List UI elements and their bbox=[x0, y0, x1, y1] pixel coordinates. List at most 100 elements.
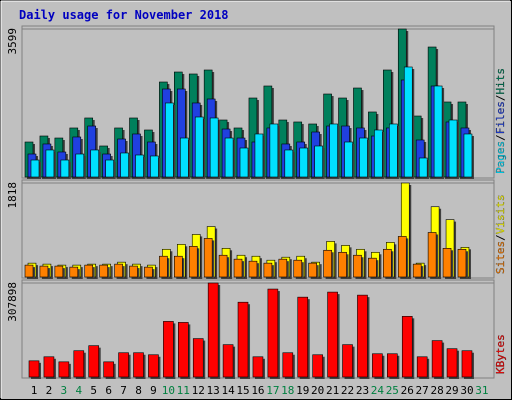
bar bbox=[54, 265, 64, 278]
bar bbox=[159, 255, 168, 278]
bar bbox=[105, 159, 114, 178]
bar bbox=[353, 254, 362, 278]
y-tick-label: 3599 bbox=[6, 28, 19, 55]
bar bbox=[372, 353, 383, 378]
x-tick-label: 16 bbox=[251, 384, 264, 397]
bar bbox=[135, 154, 144, 178]
bar bbox=[39, 265, 49, 278]
x-tick-label: 24 bbox=[371, 384, 385, 397]
bar bbox=[133, 352, 144, 378]
chart-title: Daily usage for November 2018 bbox=[19, 8, 229, 22]
x-tick-label: 13 bbox=[207, 384, 220, 397]
bar bbox=[448, 119, 458, 178]
bar bbox=[75, 153, 85, 178]
bar bbox=[389, 123, 398, 178]
bar bbox=[192, 338, 204, 378]
bar bbox=[90, 149, 100, 178]
bar bbox=[174, 255, 183, 278]
x-tick-label: 27 bbox=[416, 384, 429, 397]
bar bbox=[233, 258, 243, 278]
bar bbox=[99, 264, 108, 278]
bar bbox=[297, 296, 309, 378]
bar bbox=[463, 133, 473, 178]
legend-entry: Hits bbox=[494, 68, 507, 95]
legend: Sites/Visits bbox=[494, 195, 507, 275]
bar bbox=[323, 249, 332, 278]
bar bbox=[224, 137, 234, 178]
bar bbox=[427, 232, 437, 278]
bar bbox=[114, 263, 123, 278]
bar bbox=[433, 85, 443, 178]
x-tick-label: 6 bbox=[105, 384, 112, 397]
bar bbox=[293, 259, 303, 278]
bar bbox=[344, 141, 353, 178]
x-tick-label: 3 bbox=[61, 384, 68, 397]
bar bbox=[207, 282, 219, 378]
bar bbox=[383, 248, 392, 278]
bar bbox=[28, 360, 40, 378]
x-tick-label: 4 bbox=[75, 384, 82, 397]
legend: Pages/Files/Hits bbox=[494, 68, 507, 174]
bar bbox=[342, 344, 353, 378]
bar bbox=[284, 149, 294, 178]
x-tick-label: 19 bbox=[296, 384, 309, 397]
x-tick-label: 18 bbox=[281, 384, 294, 397]
x-tick-label: 20 bbox=[311, 384, 324, 397]
bar bbox=[254, 133, 264, 178]
x-tick-label: 25 bbox=[386, 384, 399, 397]
bar bbox=[150, 155, 159, 178]
bar bbox=[103, 361, 114, 378]
bar bbox=[387, 353, 398, 378]
bar bbox=[88, 345, 100, 378]
bar bbox=[129, 265, 138, 278]
bar bbox=[248, 260, 258, 278]
bar bbox=[442, 248, 452, 278]
x-tick-label: 29 bbox=[445, 384, 458, 397]
bar bbox=[457, 248, 467, 278]
bar bbox=[418, 157, 428, 178]
bar bbox=[45, 149, 55, 178]
bar bbox=[163, 321, 174, 378]
bar bbox=[327, 291, 338, 378]
bar bbox=[144, 266, 153, 278]
bar bbox=[58, 361, 70, 378]
bar bbox=[312, 354, 323, 378]
y-tick-label: 307898 bbox=[6, 282, 19, 322]
bar bbox=[359, 137, 368, 178]
bar bbox=[43, 356, 55, 378]
x-tick-label: 22 bbox=[341, 384, 354, 397]
bar bbox=[412, 263, 422, 278]
bar bbox=[446, 348, 458, 378]
x-tick-label: 31 bbox=[475, 384, 488, 397]
bar bbox=[178, 322, 189, 378]
bar bbox=[148, 354, 159, 378]
y-tick-label: 1818 bbox=[6, 182, 19, 209]
bar bbox=[69, 266, 79, 278]
bar bbox=[165, 102, 174, 178]
legend-entry: Pages bbox=[494, 141, 507, 174]
x-tick-label: 21 bbox=[326, 384, 339, 397]
bar bbox=[416, 356, 428, 378]
legend-entry: Visits bbox=[494, 195, 507, 235]
x-tick-label: 7 bbox=[120, 384, 127, 397]
bar bbox=[397, 236, 407, 278]
bar bbox=[203, 238, 213, 278]
bar bbox=[252, 356, 264, 378]
legend-entry: KBytes bbox=[494, 334, 507, 374]
bar bbox=[338, 251, 347, 278]
bar bbox=[401, 316, 413, 378]
bar bbox=[282, 352, 294, 378]
bar bbox=[239, 147, 249, 178]
bar bbox=[278, 258, 288, 278]
x-tick-label: 28 bbox=[430, 384, 443, 397]
x-tick-label: 5 bbox=[90, 384, 97, 397]
x-tick-label: 12 bbox=[192, 384, 205, 397]
x-tick-label: 26 bbox=[401, 384, 414, 397]
bar bbox=[188, 246, 198, 278]
bar bbox=[60, 159, 70, 178]
bar bbox=[73, 350, 85, 378]
x-tick-label: 17 bbox=[266, 384, 279, 397]
x-tick-label: 11 bbox=[177, 384, 190, 397]
bar bbox=[222, 344, 234, 378]
